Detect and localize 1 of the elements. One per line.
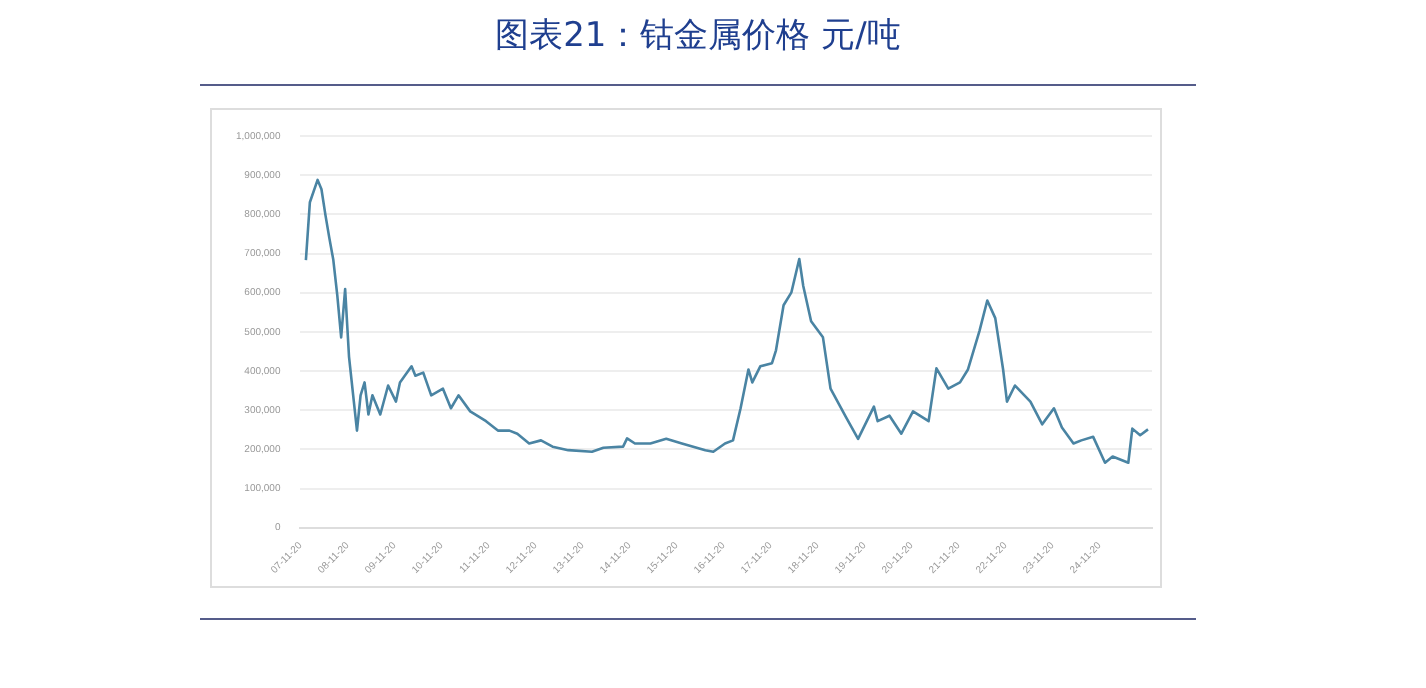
chart-title: 图表21：钴金属价格 元/吨	[493, 14, 903, 58]
